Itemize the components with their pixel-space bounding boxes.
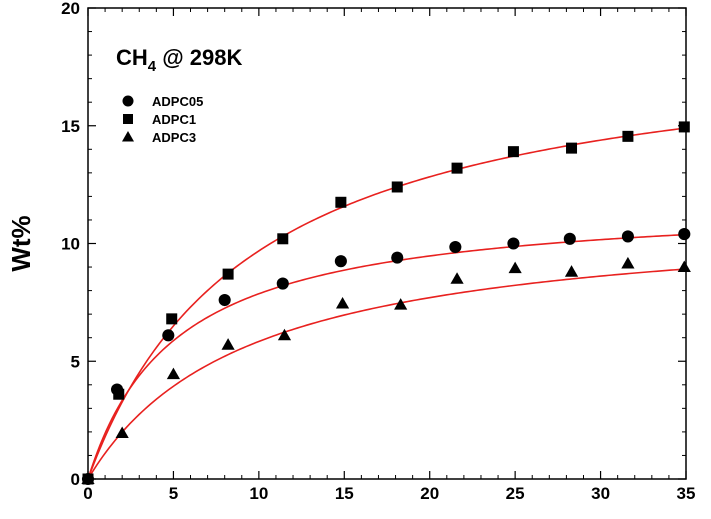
data-point-adpc1 — [166, 313, 178, 325]
chart-title-main: CH — [116, 45, 148, 70]
data-point-adpc1 — [566, 142, 578, 154]
data-point-adpc1 — [622, 130, 634, 142]
x-tick-label: 30 — [591, 484, 610, 503]
y-tick-label: 0 — [71, 470, 80, 489]
fit-curve-adpc05 — [87, 233, 687, 480]
plot-frame — [87, 7, 687, 480]
axis-ticks — [87, 7, 687, 480]
data-point-adpc1 — [222, 268, 234, 280]
data-point-adpc05 — [678, 228, 691, 241]
tick-labels: 0 5 10 15 20 25 30 35 0 5 10 15 20 — [61, 0, 695, 503]
data-point-adpc1 — [451, 162, 463, 174]
legend-label-adpc1: ADPC1 — [152, 112, 196, 127]
data-point-adpc3 — [81, 472, 95, 484]
data-point-adpc05 — [162, 329, 175, 342]
data-point-adpc3 — [677, 260, 691, 272]
data-point-adpc05 — [563, 232, 576, 245]
x-tick-label: 20 — [420, 484, 439, 503]
data-point-adpc05 — [507, 237, 520, 250]
data-point-adpc3 — [621, 256, 635, 269]
data-point-adpc3 — [394, 298, 408, 310]
x-tick-label: 0 — [83, 484, 92, 503]
data-point-adpc05 — [334, 255, 347, 268]
x-tick-label: 10 — [249, 484, 268, 503]
legend-marker-adpc3 — [122, 131, 134, 142]
data-point-adpc3 — [335, 296, 350, 309]
chart-title: CH4 @ 298K — [116, 45, 243, 75]
data-point-adpc1 — [678, 121, 690, 133]
x-tick-label: 25 — [506, 484, 525, 503]
x-tick-label: 15 — [335, 484, 354, 503]
fit-curve-adpc3 — [87, 268, 687, 480]
data-point-adpc05 — [449, 240, 462, 254]
data-point-adpc3 — [277, 328, 292, 341]
data-point-adpc1 — [277, 233, 289, 245]
data-point-adpc3 — [115, 426, 129, 439]
legend-label-adpc3: ADPC3 — [152, 130, 196, 145]
fit-curves — [87, 127, 687, 480]
data-point-adpc05 — [621, 230, 634, 243]
data-markers — [81, 121, 691, 486]
data-point-adpc3 — [450, 272, 464, 284]
chart-title-subscript: 4 — [148, 58, 157, 75]
legend-marker-adpc1 — [123, 114, 133, 124]
x-tick-label: 35 — [677, 484, 696, 503]
y-tick-label: 5 — [71, 352, 80, 371]
legend: ADPC05 ADPC1 ADPC3 — [122, 94, 203, 145]
data-point-adpc3 — [221, 338, 235, 350]
data-point-adpc3 — [508, 261, 522, 274]
data-point-adpc1 — [335, 196, 347, 208]
legend-label-adpc05: ADPC05 — [152, 94, 203, 109]
y-tick-label: 10 — [61, 235, 80, 254]
data-point-adpc05 — [218, 293, 231, 307]
y-axis-title: Wt% — [6, 215, 36, 271]
data-point-adpc05 — [276, 277, 289, 290]
x-tick-label: 5 — [169, 484, 178, 503]
fit-curve-adpc1 — [87, 127, 687, 480]
y-tick-label: 20 — [61, 0, 80, 18]
legend-marker-adpc05 — [122, 95, 134, 107]
data-point-adpc05 — [391, 251, 404, 264]
data-point-adpc1 — [391, 181, 403, 193]
chart-title-suffix: @ 298K — [156, 45, 242, 70]
data-point-adpc1 — [113, 388, 125, 400]
data-point-adpc1 — [507, 146, 519, 158]
data-point-adpc3 — [166, 367, 181, 380]
y-tick-label: 15 — [61, 117, 80, 136]
data-point-adpc3 — [564, 265, 579, 277]
